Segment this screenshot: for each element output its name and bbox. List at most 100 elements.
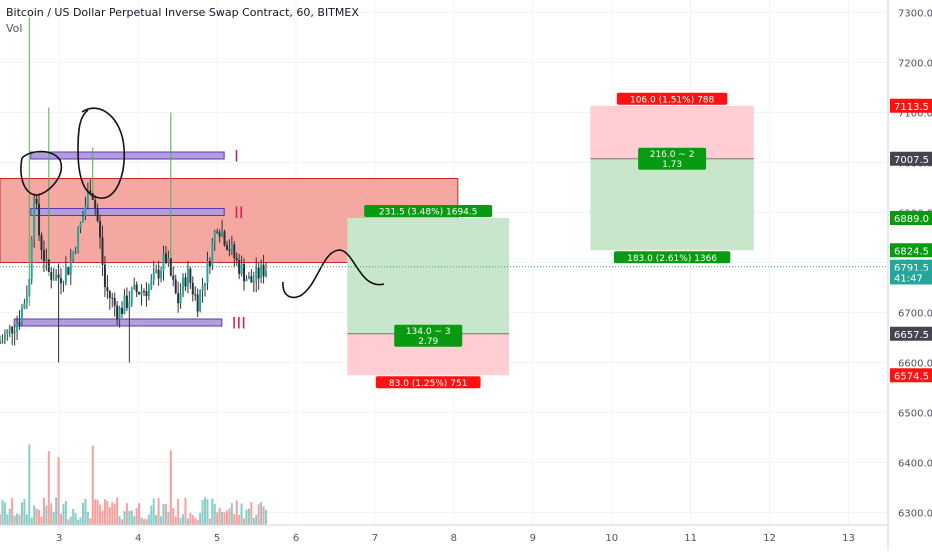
volume-bar <box>150 505 153 525</box>
candlesticks <box>0 17 268 363</box>
volume-bar <box>33 505 36 525</box>
candle-body <box>128 302 131 309</box>
candle-body <box>84 206 87 216</box>
candle-body <box>60 278 63 284</box>
price-label-box <box>890 368 932 383</box>
level-label: II <box>234 203 243 222</box>
candle-body <box>118 307 121 320</box>
candle-body <box>89 190 92 193</box>
volume-bar <box>172 507 175 525</box>
volume-bar <box>189 512 192 525</box>
candle-body <box>142 291 145 293</box>
volume-bar <box>121 519 124 525</box>
x-tick-label: 12 <box>763 533 776 544</box>
volume-bar <box>79 517 82 525</box>
candle-body <box>233 244 236 258</box>
candle-body <box>235 257 238 261</box>
candle-body <box>211 242 214 267</box>
volume-bar <box>184 497 187 525</box>
volume-bar <box>74 513 77 525</box>
price-label-box <box>890 326 932 341</box>
volume-bar <box>221 511 224 525</box>
volume-bar <box>162 503 165 525</box>
target-label-box <box>364 205 493 217</box>
volume-bar <box>191 514 194 525</box>
candle-body <box>223 231 226 246</box>
price-label: 6657.5 <box>894 330 929 341</box>
hand-drawings <box>20 107 385 299</box>
candle-body <box>45 259 48 262</box>
candle-body <box>238 260 241 274</box>
candle-body <box>240 264 243 274</box>
volume-bar <box>101 510 104 525</box>
price-label: 6889.0 <box>894 214 929 225</box>
volume-bar <box>106 501 109 525</box>
candle-body <box>57 274 60 279</box>
candle-body <box>30 239 33 279</box>
volume-bar <box>177 498 180 525</box>
candle-body <box>79 222 82 229</box>
volume-bars <box>0 444 268 525</box>
candle-body <box>6 330 9 335</box>
volume-bar <box>6 514 9 525</box>
volume-bar <box>160 516 163 525</box>
candle-body <box>106 287 109 292</box>
volume-bar <box>128 510 131 525</box>
y-tick-label: 6700.0 <box>898 309 932 320</box>
candle-body <box>99 220 102 238</box>
volume-bar <box>45 505 48 525</box>
volume-bar <box>35 508 38 525</box>
candle-body <box>150 280 153 288</box>
volume-bar <box>8 508 11 525</box>
volume-bar <box>174 516 177 525</box>
candle-body <box>243 264 246 282</box>
candle-body <box>125 295 128 309</box>
candle-body <box>140 291 143 295</box>
volume-bar <box>89 518 92 525</box>
freehand-wave <box>282 249 385 299</box>
volume-bar <box>182 514 185 525</box>
candle-body <box>162 253 165 271</box>
volume-bar <box>252 517 255 525</box>
stop-label: 83.0 (1.25%) 751 <box>389 379 468 389</box>
candle-body <box>265 270 268 277</box>
candle-body <box>206 261 209 284</box>
volume-bar <box>206 499 209 525</box>
candle-body <box>38 203 41 236</box>
candle-body <box>225 245 228 250</box>
candle-body <box>13 331 16 334</box>
volume-bar <box>186 518 189 525</box>
volume-bar <box>42 497 45 525</box>
candle-body <box>213 231 216 243</box>
candle-body <box>52 279 55 281</box>
volume-bar <box>13 515 16 525</box>
target-label-box <box>613 251 731 264</box>
candle-body <box>218 232 221 237</box>
candle-body <box>216 231 219 233</box>
candle-body <box>245 278 248 282</box>
x-tick-label: 11 <box>684 533 697 544</box>
candle-body <box>28 278 31 297</box>
volume-bar <box>247 508 250 525</box>
candle-body <box>167 258 170 263</box>
volume-bar <box>262 506 265 525</box>
volume-bar <box>203 497 206 525</box>
candle-body <box>260 264 263 279</box>
volume-bar <box>81 502 84 525</box>
candle-body <box>111 297 114 299</box>
volume-bar <box>72 508 75 525</box>
volume-bar <box>1 499 4 525</box>
volume-bar <box>155 515 158 525</box>
candle-body <box>64 267 67 283</box>
price-label-box <box>890 211 932 225</box>
chart-title: Bitcoin / US Dollar Perpetual Inverse Sw… <box>6 6 359 19</box>
volume-bar <box>125 503 128 525</box>
position-labels: 231.5 (3.48%) 1694.5 83.0 (1.25%) 751 134.… <box>364 92 731 389</box>
candle-body <box>189 268 192 283</box>
candle-body <box>0 342 1 344</box>
volume-bar <box>164 503 167 525</box>
volume-bar <box>84 498 87 525</box>
candle-body <box>8 326 11 331</box>
